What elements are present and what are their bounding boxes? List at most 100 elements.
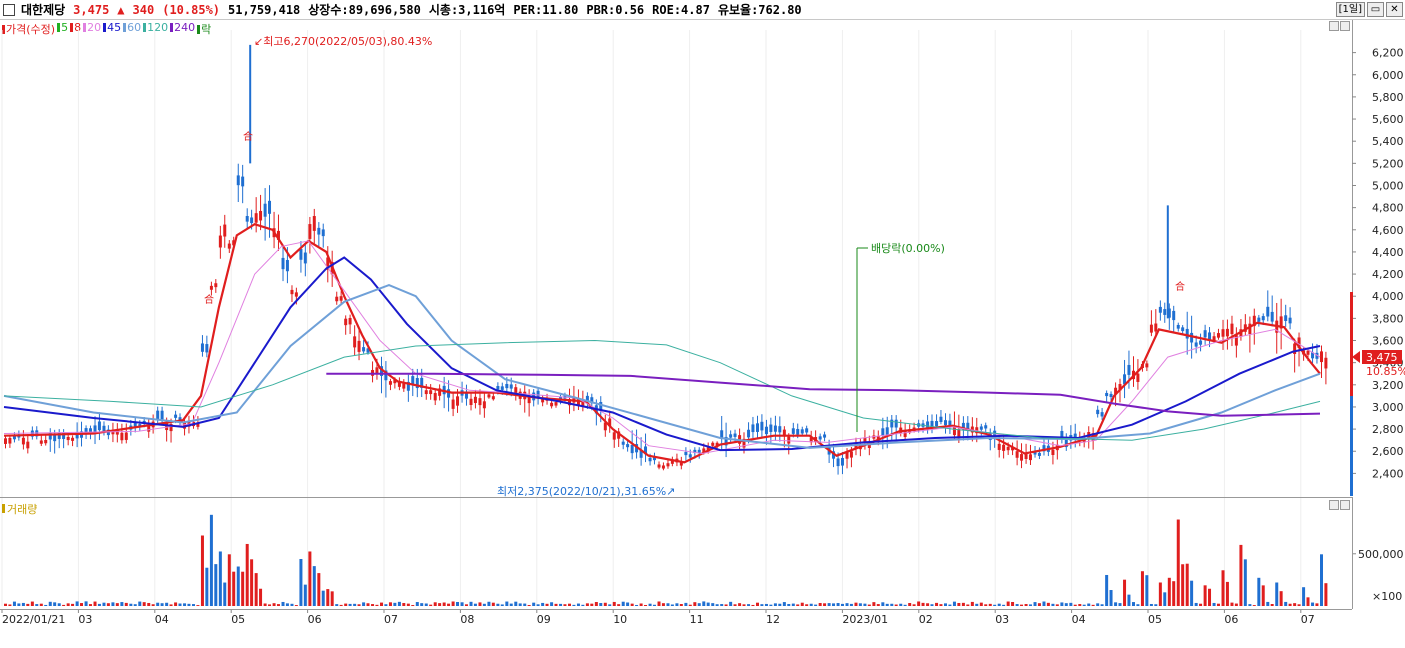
legend-item[interactable]: 가격(수정) bbox=[2, 21, 55, 37]
stock-info-bar: 대한제당 3,475 ▲ 340 (10.85%) 51,759,418 상장수… bbox=[0, 0, 1405, 20]
candle-body bbox=[88, 428, 92, 434]
candle-body bbox=[30, 430, 34, 437]
volume-bar bbox=[1042, 601, 1046, 606]
candle-body bbox=[550, 402, 554, 407]
candle-body bbox=[205, 344, 209, 353]
volume-tick-label: 500,000 bbox=[1358, 548, 1404, 561]
candle-body bbox=[867, 442, 871, 449]
pbr-value: PBR:0.56 bbox=[586, 2, 645, 17]
volume-bar bbox=[903, 604, 907, 606]
volume-bar bbox=[366, 603, 370, 606]
candle-body bbox=[312, 216, 316, 231]
volume-pane[interactable]: 거래량 bbox=[0, 497, 1353, 609]
legend-swatch-icon bbox=[70, 23, 74, 32]
candle-body bbox=[1181, 327, 1185, 332]
candle-body bbox=[124, 432, 128, 440]
volume-bar bbox=[192, 604, 195, 606]
candle-body bbox=[782, 429, 786, 437]
volume-bar bbox=[926, 603, 930, 606]
candle-body bbox=[939, 416, 943, 422]
candle-body bbox=[644, 446, 648, 455]
volume-bar bbox=[617, 604, 621, 606]
volume-bar bbox=[299, 559, 303, 606]
pane-minimize-icon[interactable] bbox=[1329, 21, 1339, 31]
volume-bar bbox=[397, 601, 401, 606]
candle-body bbox=[1163, 309, 1167, 315]
candle-body bbox=[1279, 316, 1283, 329]
candle-body bbox=[165, 422, 169, 431]
candle-body bbox=[764, 426, 768, 435]
legend-swatch-icon bbox=[2, 25, 5, 34]
legend-item[interactable]: 240 bbox=[170, 21, 195, 37]
legend-item[interactable]: 락 bbox=[197, 21, 211, 37]
candle-body bbox=[1100, 412, 1104, 417]
candle-body bbox=[115, 430, 119, 435]
volume-bar bbox=[782, 602, 786, 606]
volume-bar bbox=[402, 603, 406, 606]
volume-bar bbox=[568, 603, 571, 606]
volume-bar bbox=[1037, 603, 1041, 606]
volume-bar bbox=[223, 582, 227, 606]
legend-item[interactable]: 120 bbox=[143, 21, 168, 37]
volume-bar bbox=[384, 604, 388, 606]
candle-body bbox=[818, 436, 822, 440]
volume-bar bbox=[706, 602, 710, 606]
volume-bar bbox=[858, 603, 862, 606]
candle-body bbox=[527, 395, 531, 404]
volume-pane-minimize-icon[interactable] bbox=[1329, 500, 1339, 510]
volume-bar bbox=[666, 603, 670, 606]
candle-body bbox=[232, 240, 236, 246]
volume-bar bbox=[890, 603, 894, 606]
volume-pane-maximize-icon[interactable] bbox=[1340, 500, 1350, 510]
legend-swatch-icon bbox=[170, 23, 174, 32]
restore-window-icon[interactable]: ▭ bbox=[1367, 2, 1384, 17]
legend-item[interactable]: 60 bbox=[123, 21, 141, 37]
candle-body bbox=[639, 450, 643, 458]
price-pane[interactable] bbox=[0, 20, 1353, 496]
candle-body bbox=[541, 399, 545, 403]
x-tick-label: 05 bbox=[1148, 613, 1162, 626]
legend-item[interactable]: 8 bbox=[70, 21, 81, 37]
volume-bar bbox=[406, 603, 410, 606]
volume-bar bbox=[1158, 582, 1162, 606]
candle-body bbox=[773, 425, 777, 432]
pct-tag-text: 10.85% bbox=[1366, 365, 1405, 378]
legend-item[interactable]: 45 bbox=[103, 21, 121, 37]
candle-body bbox=[760, 421, 764, 431]
legend-swatch-icon bbox=[57, 23, 61, 32]
volume-bar bbox=[420, 603, 424, 606]
volume-bar bbox=[563, 604, 567, 606]
volume-bar bbox=[854, 602, 858, 606]
candle-body bbox=[21, 437, 25, 445]
legend-item[interactable]: 20 bbox=[83, 21, 101, 37]
volume-bar bbox=[254, 573, 258, 606]
candle-body bbox=[1266, 306, 1270, 317]
volume-bar bbox=[1024, 604, 1028, 606]
candle-body bbox=[1252, 315, 1256, 327]
legend-item[interactable]: 5 bbox=[57, 21, 68, 37]
period-button[interactable]: [1일] bbox=[1335, 2, 1365, 17]
volume-bar bbox=[935, 602, 939, 606]
candle-body bbox=[1288, 317, 1292, 324]
volume-bar bbox=[876, 604, 880, 606]
volume-bar bbox=[930, 604, 934, 606]
volume-bar bbox=[487, 601, 491, 606]
volume-bar bbox=[1015, 604, 1019, 606]
candle-body bbox=[97, 421, 101, 431]
candle-body bbox=[196, 422, 200, 427]
close-window-icon[interactable]: ✕ bbox=[1386, 2, 1403, 17]
candle-body bbox=[281, 257, 285, 270]
select-checkbox[interactable] bbox=[3, 3, 15, 16]
volume-bar bbox=[1055, 604, 1059, 606]
volume-bar bbox=[268, 604, 272, 606]
candle-body bbox=[1020, 454, 1024, 461]
pane-maximize-icon[interactable] bbox=[1340, 21, 1350, 31]
candle-body bbox=[263, 203, 267, 217]
candle-body bbox=[406, 381, 410, 391]
candle-body bbox=[174, 414, 178, 418]
volume-bar bbox=[1190, 580, 1194, 606]
candle-body bbox=[429, 390, 433, 395]
volume-bar bbox=[411, 605, 415, 606]
volume-bar bbox=[1167, 577, 1171, 606]
